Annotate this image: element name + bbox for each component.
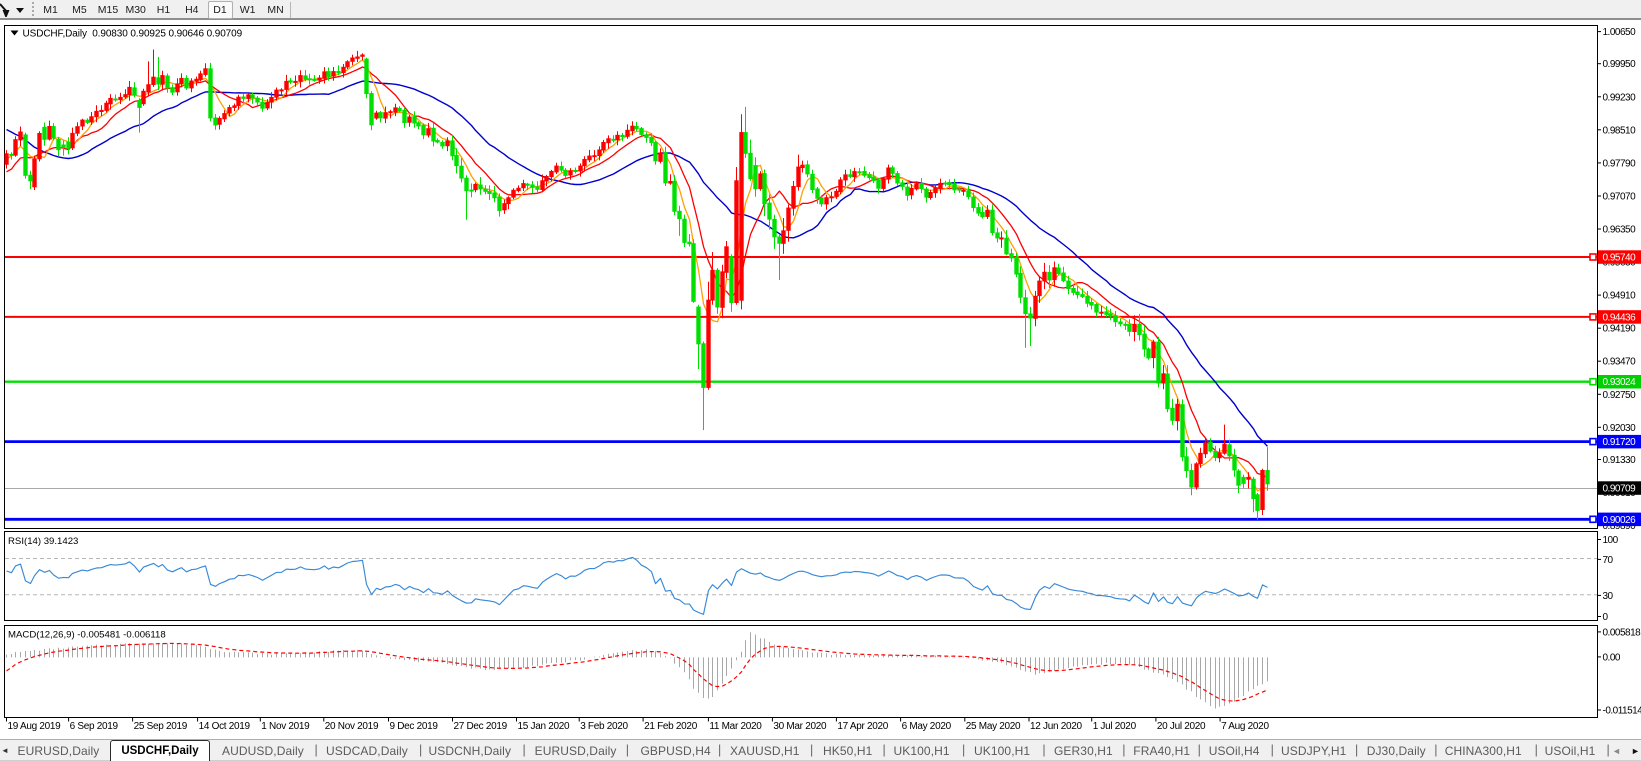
svg-text:100: 100: [1603, 535, 1619, 546]
svg-text:MACD(12,26,9) -0.005481 -0.006: MACD(12,26,9) -0.005481 -0.006118: [8, 630, 166, 641]
svg-text:30: 30: [1603, 591, 1614, 602]
svg-text:1 Nov 2019: 1 Nov 2019: [261, 721, 310, 732]
svg-text:1.00650: 1.00650: [1603, 27, 1637, 38]
svg-text:30 Mar 2020: 30 Mar 2020: [773, 721, 827, 732]
svg-text:0.90026: 0.90026: [1603, 515, 1637, 526]
svg-text:20 Jul 2020: 20 Jul 2020: [1157, 721, 1206, 732]
svg-text:25 May 2020: 25 May 2020: [966, 721, 1021, 732]
svg-text:25 Sep 2019: 25 Sep 2019: [134, 721, 188, 732]
svg-text:0.91330: 0.91330: [1603, 455, 1637, 466]
svg-text:0.89890: 0.89890: [1603, 521, 1637, 532]
svg-text:0.92750: 0.92750: [1603, 390, 1637, 401]
svg-text:27 Dec 2019: 27 Dec 2019: [454, 721, 508, 732]
svg-text:0.94910: 0.94910: [1603, 291, 1637, 302]
svg-text:0.91720: 0.91720: [1603, 437, 1637, 448]
svg-text:RSI(14) 39.1423: RSI(14) 39.1423: [8, 536, 78, 547]
svg-text:6 May 2020: 6 May 2020: [902, 721, 952, 732]
svg-text:0.93470: 0.93470: [1603, 357, 1637, 368]
svg-text:0.97790: 0.97790: [1603, 158, 1637, 169]
svg-text:-0.011514: -0.011514: [1603, 706, 1641, 717]
svg-text:0.94190: 0.94190: [1603, 324, 1637, 335]
svg-text:21 Feb 2020: 21 Feb 2020: [644, 721, 698, 732]
svg-text:0.95740: 0.95740: [1603, 253, 1637, 264]
svg-text:0: 0: [1603, 612, 1609, 623]
svg-text:0.005818: 0.005818: [1603, 627, 1641, 638]
svg-text:15 Jan 2020: 15 Jan 2020: [518, 721, 570, 732]
svg-text:6 Sep 2019: 6 Sep 2019: [70, 721, 119, 732]
svg-text:12 Jun 2020: 12 Jun 2020: [1030, 721, 1082, 732]
svg-text:0.94436: 0.94436: [1603, 312, 1637, 323]
svg-text:0.97070: 0.97070: [1603, 192, 1637, 203]
svg-text:17 Apr 2020: 17 Apr 2020: [837, 721, 888, 732]
svg-text:0.00: 0.00: [1603, 652, 1621, 663]
svg-text:0.90709: 0.90709: [1603, 484, 1637, 495]
svg-text:0.98510: 0.98510: [1603, 125, 1637, 136]
svg-text:1 Jul 2020: 1 Jul 2020: [1093, 721, 1137, 732]
svg-text:19 Aug 2019: 19 Aug 2019: [8, 721, 62, 732]
svg-text:USDCHF,Daily 0.90830 0.90925: USDCHF,Daily 0.90830 0.90925 0.90646 0.9…: [23, 29, 243, 40]
svg-text:0.99950: 0.99950: [1603, 59, 1637, 70]
svg-text:0.92030: 0.92030: [1603, 423, 1637, 434]
svg-text:0.93024: 0.93024: [1603, 377, 1637, 388]
svg-text:3 Feb 2020: 3 Feb 2020: [580, 721, 628, 732]
svg-text:20 Nov 2019: 20 Nov 2019: [325, 721, 379, 732]
svg-text:0.99230: 0.99230: [1603, 92, 1637, 103]
svg-text:7 Aug 2020: 7 Aug 2020: [1221, 721, 1269, 732]
svg-text:0.96350: 0.96350: [1603, 225, 1637, 236]
svg-text:9 Dec 2019: 9 Dec 2019: [390, 721, 439, 732]
svg-text:70: 70: [1603, 555, 1614, 566]
svg-text:14 Oct 2019: 14 Oct 2019: [199, 721, 251, 732]
svg-text:11 Mar 2020: 11 Mar 2020: [709, 721, 762, 732]
